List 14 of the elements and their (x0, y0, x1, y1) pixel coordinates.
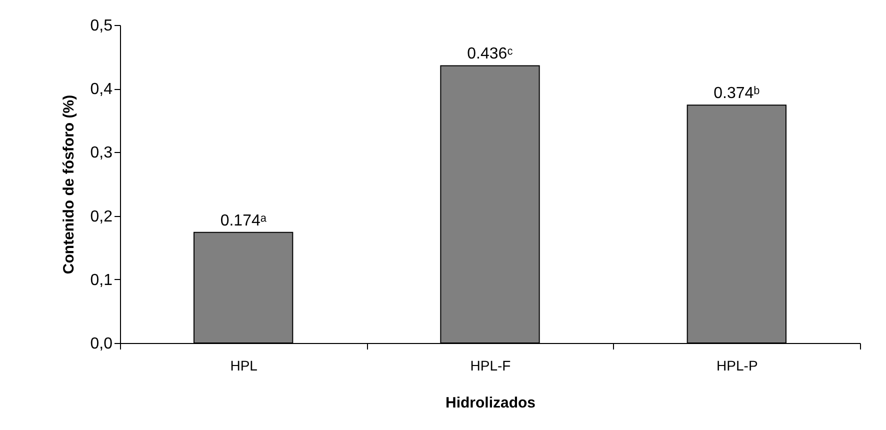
y-tick-label: 0,5 (90, 18, 113, 34)
x-tick-label: HPL-P (716, 358, 758, 374)
x-axis-title: Hidrolizados (445, 394, 536, 412)
x-tick-label: HPL (230, 358, 258, 374)
data-label: 0.174ᵃ (220, 212, 268, 230)
y-tick-label: 0,1 (90, 272, 113, 289)
y-tick-label: 0,4 (90, 81, 113, 98)
data-label: 0.436ᶜ (467, 46, 514, 63)
y-tick-label: 0,2 (90, 208, 113, 226)
data-label: 0.374ᵇ (714, 85, 760, 102)
x-tick-label: HPL-F (470, 358, 511, 374)
y-tick-label: 0,3 (90, 144, 113, 162)
y-tick-label: 0,0 (90, 336, 113, 352)
y-axis-title: Contenido de fósforo (%) (60, 94, 78, 274)
